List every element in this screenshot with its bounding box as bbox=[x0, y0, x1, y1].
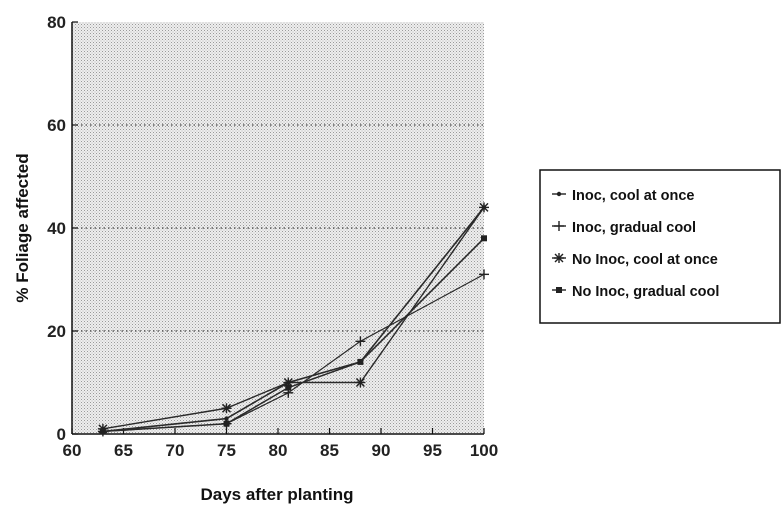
legend-label-1: Inoc, cool at once bbox=[572, 188, 694, 204]
series-1-point-2 bbox=[224, 416, 229, 421]
series-3-point-4 bbox=[355, 377, 366, 388]
x-tick-label-85: 85 bbox=[320, 441, 339, 460]
legend-marker-2 bbox=[554, 221, 564, 231]
legend-marker-4-shape bbox=[556, 287, 562, 293]
legend-marker-4 bbox=[556, 287, 562, 293]
legend-items: Inoc, cool at once Inoc, gradual cool No I… bbox=[552, 188, 719, 300]
series-4-point-1-shape bbox=[99, 428, 106, 435]
x-tick-label-95: 95 bbox=[423, 441, 442, 460]
series-3-point-2-d2 bbox=[222, 403, 231, 413]
y-tick-label-0: 0 bbox=[57, 425, 66, 444]
legend-label-3: No Inoc, cool at once bbox=[572, 252, 718, 268]
series-group bbox=[97, 202, 489, 437]
x-tick-label-100: 100 bbox=[470, 441, 498, 460]
series-3-point-5 bbox=[479, 202, 489, 213]
x-tick-label-80: 80 bbox=[269, 441, 288, 460]
x-tick-label-60: 60 bbox=[63, 441, 82, 460]
series-4-point-2 bbox=[223, 420, 230, 427]
x-tick-label-75: 75 bbox=[217, 441, 236, 460]
plot-area bbox=[72, 22, 484, 434]
series-4-point-4 bbox=[357, 358, 364, 365]
y-tick-label-20: 20 bbox=[47, 322, 66, 341]
legend-marker-3 bbox=[554, 253, 564, 263]
series-4-point-2-shape bbox=[223, 420, 230, 427]
legend-box bbox=[539, 169, 781, 324]
legend: Inoc, cool at once Inoc, gradual cool No I… bbox=[539, 169, 781, 324]
series-4-point-4-shape bbox=[357, 358, 364, 365]
series-2-point-4 bbox=[355, 336, 366, 347]
x-axis-title: Days after planting bbox=[200, 485, 353, 504]
series-3-point-5-d2 bbox=[479, 202, 489, 212]
series-1-point-2-shape bbox=[224, 416, 229, 421]
series-4-point-1 bbox=[99, 428, 106, 435]
y-tick-label-40: 40 bbox=[47, 219, 66, 238]
legend-marker-3-d2 bbox=[554, 253, 564, 263]
legend-label-2: Inoc, gradual cool bbox=[572, 220, 696, 236]
series-4-point-3-shape bbox=[285, 384, 292, 391]
legend-marker-1-shape bbox=[556, 191, 562, 197]
series-3-point-4-d2 bbox=[355, 378, 365, 387]
x-tick-label-90: 90 bbox=[372, 441, 391, 460]
axis-ticks: 0 20 40 60 80 60 65 70 75 80 85 90 95 100 bbox=[47, 13, 498, 460]
x-tick-label-65: 65 bbox=[114, 441, 133, 460]
series-4-point-3 bbox=[285, 384, 292, 391]
series-4-point-5 bbox=[481, 235, 487, 242]
legend-marker-1 bbox=[556, 191, 562, 197]
y-tick-label-80: 80 bbox=[47, 13, 66, 32]
x-tick-label-70: 70 bbox=[166, 441, 185, 460]
series-3-point-2 bbox=[221, 403, 232, 414]
series-2-point-5 bbox=[479, 269, 489, 280]
y-axis-title: % Foliage affected bbox=[13, 153, 32, 302]
series-4-point-5-shape bbox=[481, 235, 487, 242]
legend-label-4: No Inoc, gradual cool bbox=[572, 284, 719, 300]
y-tick-label-60: 60 bbox=[47, 116, 66, 135]
gridlines bbox=[72, 124, 484, 332]
